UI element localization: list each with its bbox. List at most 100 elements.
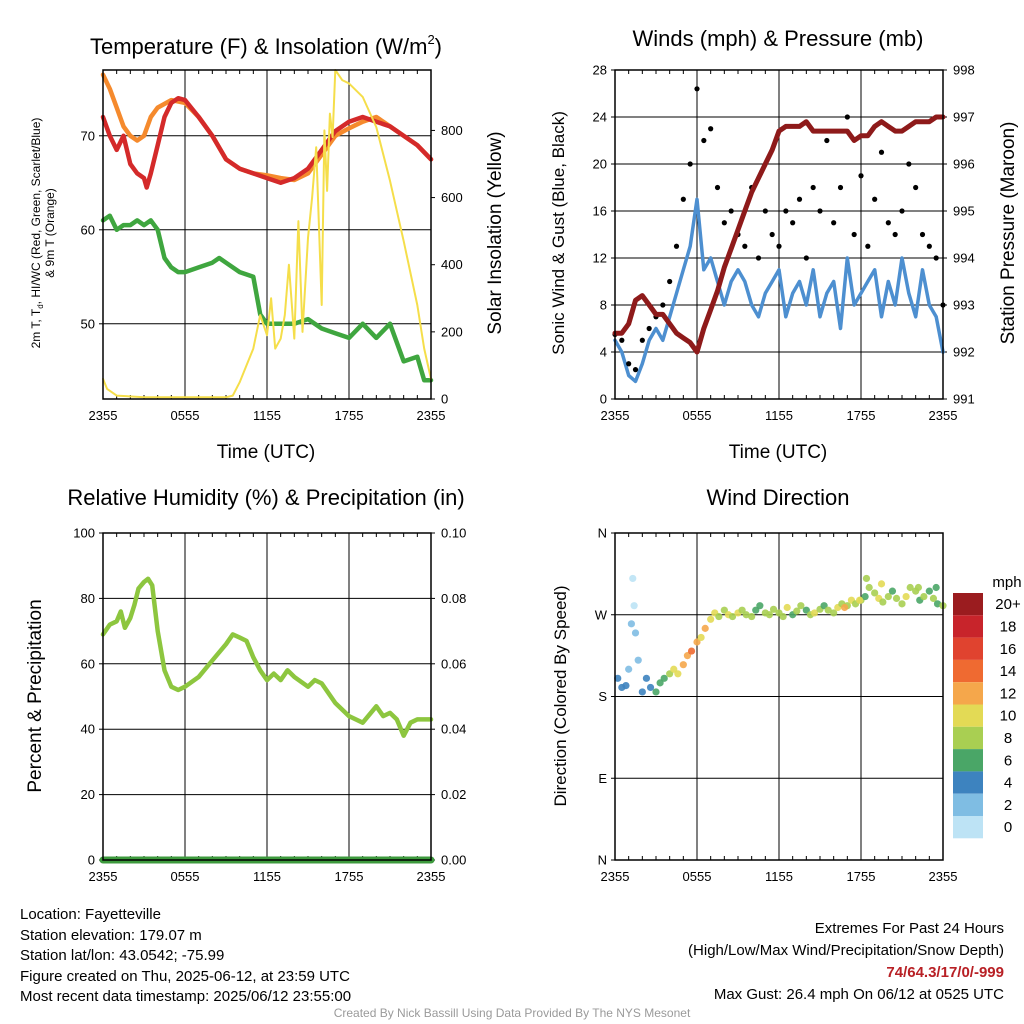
gust-point bbox=[926, 243, 932, 249]
direction-point bbox=[856, 596, 864, 604]
temp-chart-title: Temperature (F) & Insolation (W/m2) bbox=[90, 32, 442, 59]
gust-point bbox=[687, 161, 693, 167]
wind-series-wind bbox=[613, 197, 945, 384]
speed-legend-label: 14 bbox=[1000, 663, 1017, 680]
temp-ytick-label: 50 bbox=[81, 316, 95, 331]
wind-chart-title: Winds (mph) & Pressure (mb) bbox=[633, 26, 924, 51]
wind-xtick-label: 1155 bbox=[765, 408, 793, 423]
temp-right-ytick-label: 200 bbox=[441, 324, 463, 339]
wind-ytick-label: 20 bbox=[593, 157, 607, 172]
direction-point bbox=[629, 574, 637, 583]
direction-point bbox=[925, 587, 933, 595]
wind-right-ytick-label: 993 bbox=[953, 298, 975, 313]
wind-ytick-label: 16 bbox=[593, 204, 607, 219]
speed-legend-swatch bbox=[953, 749, 983, 772]
direction-point bbox=[797, 602, 805, 610]
rh-ytick-label: 40 bbox=[81, 722, 95, 737]
temp-xtick-label: 2355 bbox=[417, 408, 446, 423]
gust-point bbox=[796, 196, 803, 202]
speed-legend-label: 4 bbox=[1004, 775, 1012, 792]
direction-point bbox=[630, 602, 638, 610]
dir-xtick-label: 2355 bbox=[929, 869, 958, 884]
direction-point bbox=[841, 603, 849, 612]
elevation-text: Station elevation: 179.07 m bbox=[20, 926, 202, 944]
gust-point bbox=[708, 126, 714, 132]
gust-point bbox=[714, 184, 721, 191]
direction-point bbox=[884, 592, 892, 601]
gust-point bbox=[673, 243, 680, 249]
direction-point bbox=[830, 609, 838, 617]
figure-created-text: Figure created on Thu, 2025-06-12, at 23… bbox=[20, 967, 350, 985]
gust-point bbox=[639, 337, 645, 343]
temp-xtick-label: 1755 bbox=[335, 408, 364, 423]
direction-point bbox=[902, 592, 910, 601]
speed-legend-label: 6 bbox=[1004, 752, 1012, 769]
speed-legend-swatch bbox=[953, 793, 983, 816]
direction-point bbox=[715, 612, 723, 621]
speed-legend-label: 20+ bbox=[995, 596, 1021, 613]
wind-xtick-label: 1755 bbox=[847, 408, 876, 423]
direction-point bbox=[697, 633, 705, 642]
temp-xtick-label: 1155 bbox=[253, 408, 281, 423]
direction-point bbox=[625, 665, 633, 673]
direction-point bbox=[783, 603, 791, 612]
gust-point bbox=[721, 220, 727, 226]
direction-point bbox=[638, 688, 646, 696]
extremes-values: 74/64.3/17/0/-999 bbox=[886, 964, 1004, 981]
direction-point bbox=[622, 682, 630, 690]
gust-point bbox=[755, 255, 762, 261]
direction-point bbox=[865, 583, 873, 592]
speed-legend-swatch bbox=[953, 771, 983, 794]
direction-point bbox=[707, 615, 715, 623]
direction-point bbox=[679, 661, 687, 669]
temp-ytick-label: 70 bbox=[81, 128, 95, 143]
gust-point bbox=[660, 302, 666, 308]
direction-point bbox=[756, 602, 764, 610]
speed-legend-label: 16 bbox=[1000, 641, 1017, 658]
gust-point bbox=[872, 196, 878, 202]
gust-point bbox=[899, 208, 905, 214]
rh-right-ytick-label: 0.04 bbox=[441, 722, 466, 737]
gust-point bbox=[701, 137, 707, 144]
gust-point bbox=[831, 220, 837, 226]
direction-point bbox=[769, 605, 778, 613]
wind-ytick-label: 4 bbox=[600, 345, 607, 360]
gust-point bbox=[837, 184, 844, 191]
direction-point bbox=[914, 583, 923, 592]
direction-point bbox=[879, 598, 887, 606]
wind-xtick-label: 0555 bbox=[683, 408, 712, 423]
gust-point bbox=[810, 184, 816, 191]
direction-point bbox=[892, 594, 901, 603]
rh-series-rh bbox=[100, 576, 434, 738]
wind-ytick-label: 8 bbox=[600, 298, 607, 313]
rh-xtick-label: 0555 bbox=[171, 869, 200, 884]
gust-point bbox=[728, 208, 734, 214]
speed-legend-title: mph bbox=[992, 574, 1021, 591]
temp-series-solar bbox=[102, 69, 432, 399]
temp-series-temp bbox=[100, 95, 434, 190]
temp-xtick-label: 2355 bbox=[89, 408, 118, 423]
dir-ytick-label: W bbox=[595, 607, 608, 622]
rh-xtick-label: 1755 bbox=[335, 869, 364, 884]
direction-point bbox=[779, 612, 787, 621]
speed-legend-swatch bbox=[953, 726, 983, 750]
dir-ytick-label: N bbox=[598, 526, 607, 541]
gust-point bbox=[919, 231, 926, 238]
speed-legend-label: 12 bbox=[1000, 685, 1017, 702]
gust-point bbox=[667, 278, 673, 285]
gust-point bbox=[694, 86, 700, 92]
gust-point bbox=[769, 231, 775, 238]
dir-ytick-label: S bbox=[598, 689, 607, 704]
direction-point bbox=[932, 583, 940, 592]
rh-chart-title: Relative Humidity (%) & Precipitation (i… bbox=[67, 485, 464, 510]
gust-point bbox=[790, 220, 796, 226]
rh-xtick-label: 2355 bbox=[417, 869, 446, 884]
temp-series-dew bbox=[100, 213, 434, 383]
dir-plot-border bbox=[614, 532, 944, 861]
speed-legend-swatch bbox=[953, 659, 983, 683]
rh-right-ytick-label: 0.10 bbox=[441, 526, 466, 541]
gust-point bbox=[619, 337, 625, 343]
rh-ytick-label: 20 bbox=[81, 787, 95, 802]
dir-chart-title: Wind Direction bbox=[706, 485, 849, 510]
direction-point bbox=[660, 674, 668, 682]
